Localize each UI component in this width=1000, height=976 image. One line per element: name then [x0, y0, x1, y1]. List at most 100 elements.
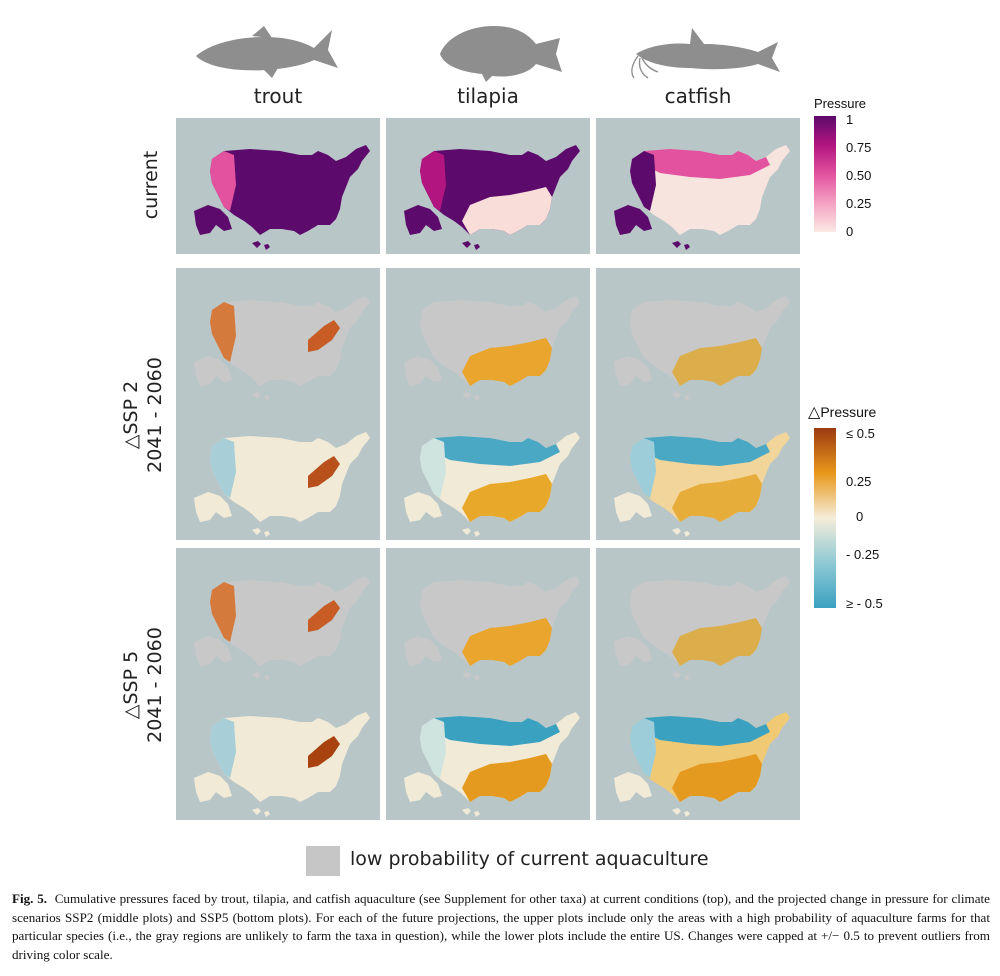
hawaii-region	[462, 241, 480, 250]
map-trout-ssp2-all-us	[194, 432, 370, 537]
delta-legend-title: △Pressure	[808, 402, 876, 422]
ssp2-label: SSP 2	[120, 380, 142, 435]
map-catfish-current	[614, 145, 790, 250]
western-region	[210, 302, 236, 362]
map-tilapia-ssp5-high-prob	[404, 576, 580, 681]
pressure-tick-1: 1	[846, 112, 854, 127]
ssp5-years: 2041 - 2060	[144, 627, 166, 743]
alaska-region	[614, 636, 652, 666]
southeast-region	[672, 618, 762, 666]
row-label-current: current	[140, 150, 162, 220]
northern-region	[434, 436, 560, 466]
map-catfish-ssp2-high-prob	[614, 296, 790, 401]
figure-label: Fig. 5.	[12, 891, 48, 906]
alaska-region	[614, 205, 652, 235]
alaska-region	[404, 492, 442, 522]
row-label-ssp5: △SSP 5 2041 - 2060	[119, 595, 169, 775]
hawaii-region	[672, 392, 690, 401]
ssp5-label: SSP 5	[120, 650, 142, 705]
southeast-region	[672, 754, 762, 802]
map-catfish-ssp5-all-us	[614, 712, 790, 817]
delta-tick-min: ≥ - 0.5	[846, 596, 883, 611]
alaska-region	[614, 772, 652, 802]
pressure-colorbar	[814, 116, 836, 232]
map-catfish-ssp2-all-us	[614, 432, 790, 537]
pressure-legend-title: Pressure	[814, 96, 867, 111]
southeast-region	[672, 338, 762, 386]
map-trout-ssp5-all-us	[194, 712, 370, 817]
delta-symbol: △	[120, 434, 142, 450]
map-tilapia-ssp5-all-us	[404, 712, 580, 817]
pressure-tick-025: 0.25	[846, 196, 872, 211]
delta-tick-max: ≤ 0.5	[846, 426, 875, 441]
southeast-region	[462, 618, 552, 666]
alaska-region	[194, 356, 232, 386]
alaska-region	[194, 205, 232, 235]
pressure-tick-050: 0.50	[846, 168, 872, 183]
delta-tick-neg025: - 0.25	[846, 547, 880, 562]
hawaii-region	[672, 528, 690, 537]
hawaii-region	[252, 241, 270, 250]
appalachian-region	[308, 736, 340, 768]
western-region	[210, 582, 236, 642]
row-label-ssp2: △SSP 2 2041 - 2060	[119, 325, 169, 505]
hawaii-region	[672, 672, 690, 681]
figure-caption: Fig. 5. Cumulative pressures faced by tr…	[12, 890, 990, 964]
conus-region	[210, 712, 370, 802]
alaska-region	[614, 356, 652, 386]
map-trout-current	[194, 145, 370, 250]
delta-tick-025: 0.25	[846, 474, 872, 489]
western-region	[420, 151, 446, 211]
delta-colorbar	[814, 428, 836, 608]
alaska-region	[194, 492, 232, 522]
conus-region	[210, 145, 370, 235]
ssp2-years: 2041 - 2060	[144, 357, 166, 473]
hawaii-region	[462, 528, 480, 537]
delta-legend-title-text: Pressure	[820, 404, 877, 420]
southeast-region	[462, 754, 552, 802]
trout-silhouette-icon	[196, 26, 338, 78]
southeast-region	[672, 474, 762, 522]
delta-symbol: △	[808, 404, 821, 421]
hawaii-region	[252, 392, 270, 401]
alaska-region	[614, 492, 652, 522]
alaska-region	[194, 772, 232, 802]
appalachian-region	[308, 600, 340, 632]
delta-tick-0: 0	[856, 509, 864, 524]
map-trout-ssp2-high-prob	[194, 296, 370, 401]
hawaii-region	[462, 672, 480, 681]
western-region	[210, 438, 236, 498]
hawaii-region	[252, 672, 270, 681]
appalachian-region	[308, 456, 340, 488]
western-region	[420, 438, 446, 498]
low-probability-swatch	[306, 846, 340, 876]
conus-region	[210, 576, 370, 666]
northern-region	[644, 716, 770, 746]
low-probability-label: low probability of current aquaculture	[350, 848, 709, 870]
southeast-region	[462, 187, 552, 235]
alaska-region	[194, 636, 232, 666]
column-label-catfish: catfish	[664, 84, 732, 108]
pressure-tick-075: 0.75	[846, 140, 872, 155]
map-tilapia-ssp2-all-us	[404, 432, 580, 537]
tilapia-silhouette-icon	[440, 26, 562, 82]
western-region	[210, 718, 236, 778]
map-tilapia-ssp2-high-prob	[404, 296, 580, 401]
northern-region	[644, 436, 770, 466]
caption-text: Cumulative pressures faced by trout, til…	[12, 891, 990, 962]
column-label-trout: trout	[253, 84, 303, 108]
northern-region	[644, 149, 770, 179]
alaska-region	[404, 205, 442, 235]
column-label-tilapia: tilapia	[457, 84, 519, 108]
conus-region	[210, 432, 370, 522]
alaska-region	[404, 636, 442, 666]
western-region	[630, 718, 656, 778]
map-tilapia-current	[404, 145, 580, 250]
alaska-region	[404, 356, 442, 386]
southeast-region	[462, 474, 552, 522]
hawaii-region	[462, 808, 480, 817]
delta-symbol: △	[120, 704, 142, 720]
conus-region	[210, 296, 370, 386]
appalachian-region	[308, 320, 340, 352]
northern-region	[434, 716, 560, 746]
